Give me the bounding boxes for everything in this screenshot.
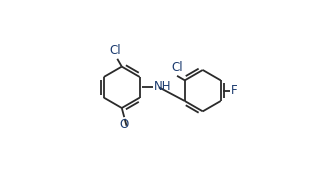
Text: NH: NH (153, 80, 171, 93)
Text: O: O (120, 118, 129, 131)
Text: F: F (230, 84, 237, 97)
Text: Cl: Cl (110, 44, 121, 57)
Text: Cl: Cl (171, 61, 183, 74)
